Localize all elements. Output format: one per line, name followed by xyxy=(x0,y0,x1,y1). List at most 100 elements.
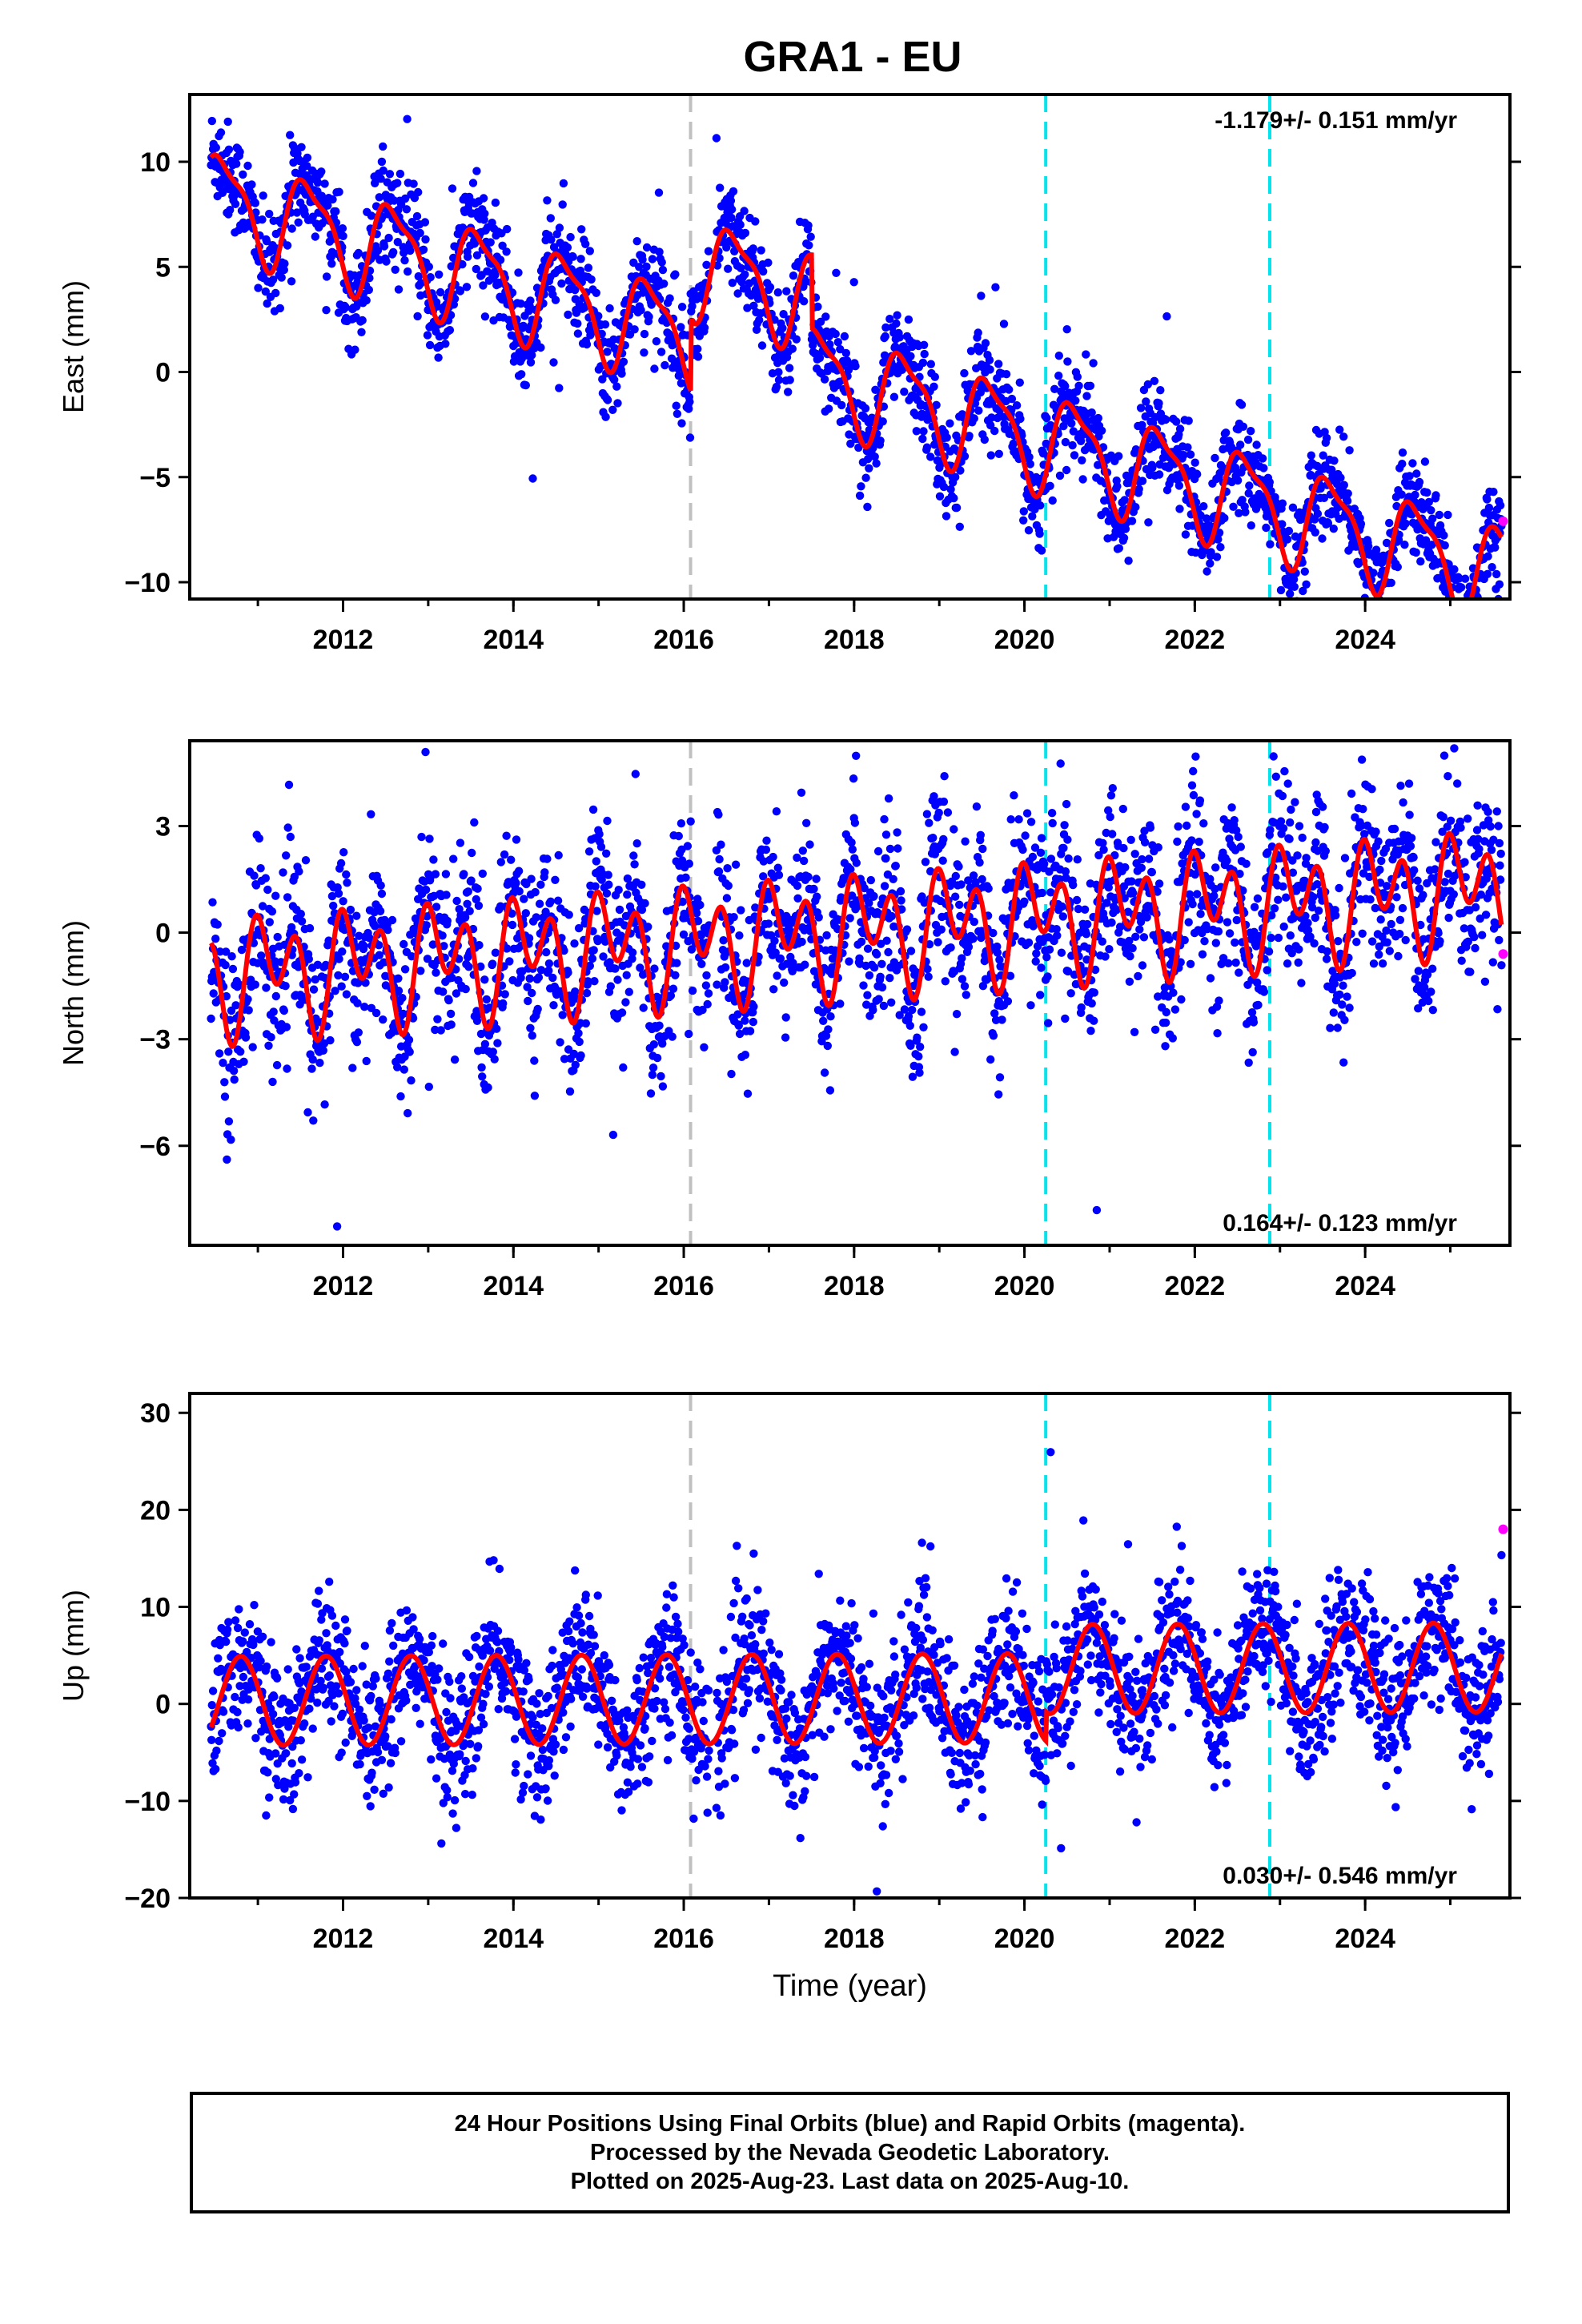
data-point xyxy=(1233,476,1243,485)
plot-frame xyxy=(188,93,1512,601)
data-point xyxy=(1104,806,1113,815)
data-point xyxy=(882,936,891,945)
data-point xyxy=(222,947,231,956)
data-point xyxy=(431,870,440,879)
data-point xyxy=(223,117,232,127)
data-point xyxy=(426,273,435,282)
data-point xyxy=(1459,601,1467,609)
data-point xyxy=(339,848,348,857)
data-point xyxy=(789,959,797,967)
data-point xyxy=(371,922,379,931)
data-point xyxy=(400,1065,408,1074)
data-point xyxy=(417,832,426,842)
data-point xyxy=(885,844,895,854)
data-point xyxy=(1295,822,1304,830)
data-point xyxy=(673,409,682,418)
data-point xyxy=(939,797,949,806)
data-point xyxy=(271,288,280,298)
data-point xyxy=(883,870,893,879)
data-point xyxy=(878,417,887,426)
data-point xyxy=(1333,1023,1342,1032)
data-point xyxy=(385,170,395,179)
data-point xyxy=(1024,938,1034,947)
data-point xyxy=(375,193,383,202)
data-point xyxy=(822,931,831,940)
data-point xyxy=(1114,452,1123,460)
data-point xyxy=(714,867,724,876)
data-point xyxy=(649,1040,658,1049)
data-point xyxy=(1464,608,1472,616)
data-point xyxy=(848,845,857,854)
data-point xyxy=(1359,805,1367,814)
data-point xyxy=(1329,525,1339,533)
data-point xyxy=(847,838,856,847)
x-tick-label: 2020 xyxy=(994,625,1055,655)
data-point xyxy=(1335,883,1343,893)
data-point xyxy=(1130,850,1139,858)
data-point xyxy=(498,241,507,250)
data-point xyxy=(273,932,282,942)
data-point xyxy=(441,870,451,879)
data-point xyxy=(1138,961,1147,970)
data-point xyxy=(419,245,428,254)
data-point xyxy=(1169,988,1178,997)
data-point xyxy=(1010,791,1018,800)
data-point xyxy=(852,751,861,760)
data-point xyxy=(640,329,649,339)
data-point xyxy=(528,1031,536,1040)
data-point xyxy=(693,916,703,926)
data-point xyxy=(331,987,339,995)
data-point xyxy=(685,859,693,868)
data-point xyxy=(917,409,926,418)
data-point xyxy=(1444,619,1452,627)
data-point xyxy=(960,452,970,460)
data-point xyxy=(1183,443,1192,452)
plot-area xyxy=(207,94,1508,627)
data-point xyxy=(755,316,764,324)
data-point xyxy=(1309,893,1318,902)
data-point xyxy=(1012,401,1022,410)
data-point xyxy=(1195,796,1205,805)
data-point xyxy=(254,283,263,292)
data-point xyxy=(833,338,843,347)
data-point xyxy=(549,1001,558,1010)
data-point xyxy=(1307,470,1315,480)
data-point xyxy=(1362,614,1370,622)
data-point xyxy=(596,842,606,851)
data-point xyxy=(893,828,901,837)
data-point xyxy=(1098,838,1107,848)
data-point xyxy=(398,994,407,1003)
data-point xyxy=(912,427,921,436)
data-point xyxy=(476,962,485,971)
data-point xyxy=(1412,469,1421,478)
data-point xyxy=(1036,848,1046,858)
data-point xyxy=(1289,617,1297,625)
data-point xyxy=(523,983,532,991)
data-point xyxy=(923,964,932,974)
data-point xyxy=(521,380,530,390)
data-point xyxy=(989,928,998,938)
data-point xyxy=(1274,895,1283,904)
data-point xyxy=(1483,569,1492,578)
data-point xyxy=(715,854,724,864)
data-point xyxy=(1462,618,1470,626)
data-point xyxy=(1198,950,1207,959)
data-point xyxy=(846,439,855,448)
data-point xyxy=(1036,501,1045,510)
data-point xyxy=(840,332,849,341)
data-point xyxy=(1311,838,1320,847)
data-point xyxy=(1343,497,1352,505)
data-point xyxy=(1231,958,1240,967)
data-point xyxy=(990,426,999,436)
data-point xyxy=(1259,464,1268,472)
data-point xyxy=(1144,854,1154,863)
data-point xyxy=(1030,843,1040,852)
data-point xyxy=(863,455,873,464)
data-point xyxy=(640,348,648,357)
data-point xyxy=(617,1008,627,1017)
data-point xyxy=(981,339,990,348)
data-point xyxy=(735,931,744,940)
data-point xyxy=(1460,574,1470,583)
data-point xyxy=(712,846,721,855)
data-point xyxy=(1282,893,1291,902)
